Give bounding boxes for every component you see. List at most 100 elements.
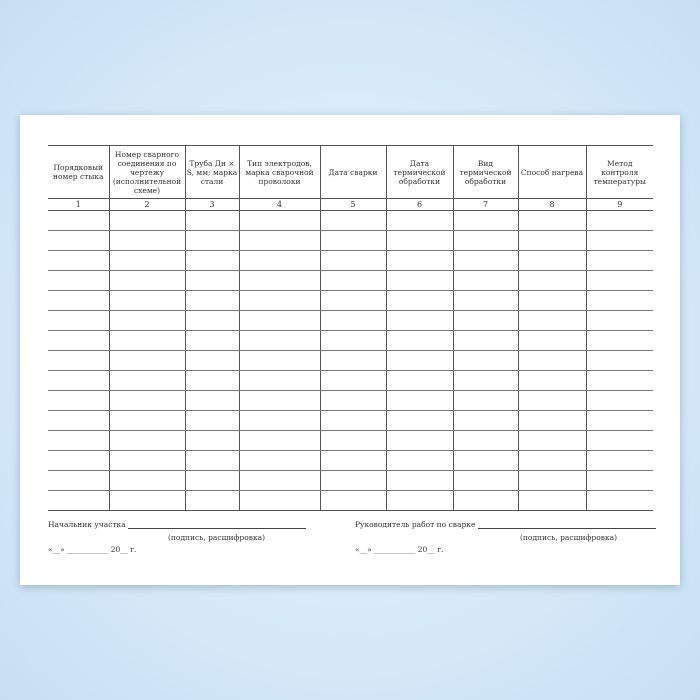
table-cell[interactable] (238, 310, 321, 331)
table-cell[interactable] (238, 210, 321, 231)
table-cell[interactable] (184, 290, 240, 311)
table-cell[interactable] (517, 270, 587, 291)
table-cell[interactable] (585, 410, 653, 431)
signature-line[interactable] (477, 528, 656, 529)
table-cell[interactable] (517, 490, 587, 511)
table-cell[interactable] (517, 430, 587, 451)
table-cell[interactable] (48, 330, 110, 351)
table-cell[interactable] (238, 410, 321, 431)
table-cell[interactable] (48, 390, 110, 411)
table-cell[interactable] (238, 450, 321, 471)
table-cell[interactable] (452, 210, 519, 231)
table-cell[interactable] (517, 210, 587, 231)
table-cell[interactable] (108, 490, 186, 511)
table-cell[interactable] (238, 250, 321, 271)
table-cell[interactable] (452, 490, 519, 511)
table-cell[interactable] (48, 470, 110, 491)
table-cell[interactable] (108, 410, 186, 431)
table-cell[interactable] (238, 370, 321, 391)
table-cell[interactable] (319, 310, 387, 331)
table-cell[interactable] (108, 390, 186, 411)
table-cell[interactable] (385, 230, 454, 251)
table-cell[interactable] (385, 490, 454, 511)
table-cell[interactable] (585, 310, 653, 331)
table-cell[interactable] (238, 290, 321, 311)
table-cell[interactable] (48, 350, 110, 371)
table-cell[interactable] (585, 430, 653, 451)
table-cell[interactable] (385, 350, 454, 371)
table-cell[interactable] (238, 390, 321, 411)
table-cell[interactable] (452, 430, 519, 451)
table-cell[interactable] (452, 370, 519, 391)
table-cell[interactable] (585, 390, 653, 411)
table-cell[interactable] (184, 450, 240, 471)
table-cell[interactable] (48, 370, 110, 391)
table-cell[interactable] (385, 250, 454, 271)
table-cell[interactable] (385, 310, 454, 331)
table-cell[interactable] (452, 450, 519, 471)
table-cell[interactable] (585, 470, 653, 491)
table-cell[interactable] (184, 330, 240, 351)
table-cell[interactable] (184, 470, 240, 491)
table-cell[interactable] (48, 310, 110, 331)
table-cell[interactable] (517, 290, 587, 311)
table-cell[interactable] (385, 210, 454, 231)
table-cell[interactable] (385, 390, 454, 411)
table-cell[interactable] (108, 210, 186, 231)
table-cell[interactable] (319, 270, 387, 291)
table-cell[interactable] (48, 450, 110, 471)
table-cell[interactable] (184, 490, 240, 511)
table-cell[interactable] (184, 410, 240, 431)
table-cell[interactable] (319, 230, 387, 251)
table-cell[interactable] (108, 430, 186, 451)
table-cell[interactable] (108, 470, 186, 491)
table-cell[interactable] (517, 310, 587, 331)
table-cell[interactable] (517, 250, 587, 271)
table-cell[interactable] (517, 330, 587, 351)
table-cell[interactable] (319, 210, 387, 231)
table-cell[interactable] (452, 390, 519, 411)
table-cell[interactable] (238, 270, 321, 291)
table-cell[interactable] (452, 330, 519, 351)
table-cell[interactable] (108, 310, 186, 331)
table-cell[interactable] (184, 310, 240, 331)
table-cell[interactable] (452, 470, 519, 491)
table-cell[interactable] (585, 250, 653, 271)
table-cell[interactable] (517, 450, 587, 471)
table-cell[interactable] (238, 350, 321, 371)
table-cell[interactable] (452, 250, 519, 271)
table-cell[interactable] (585, 270, 653, 291)
table-cell[interactable] (48, 410, 110, 431)
table-cell[interactable] (184, 370, 240, 391)
table-cell[interactable] (319, 250, 387, 271)
table-cell[interactable] (48, 290, 110, 311)
table-cell[interactable] (385, 430, 454, 451)
table-cell[interactable] (108, 230, 186, 251)
table-cell[interactable] (184, 390, 240, 411)
table-cell[interactable] (48, 210, 110, 231)
table-cell[interactable] (48, 490, 110, 511)
table-cell[interactable] (108, 450, 186, 471)
table-cell[interactable] (585, 330, 653, 351)
table-cell[interactable] (385, 450, 454, 471)
table-cell[interactable] (184, 430, 240, 451)
table-cell[interactable] (48, 250, 110, 271)
table-cell[interactable] (585, 230, 653, 251)
table-cell[interactable] (517, 350, 587, 371)
table-cell[interactable] (585, 210, 653, 231)
table-cell[interactable] (184, 350, 240, 371)
table-cell[interactable] (517, 390, 587, 411)
table-cell[interactable] (585, 290, 653, 311)
table-cell[interactable] (238, 430, 321, 451)
table-cell[interactable] (319, 370, 387, 391)
table-cell[interactable] (452, 310, 519, 331)
table-cell[interactable] (319, 410, 387, 431)
table-cell[interactable] (48, 270, 110, 291)
table-cell[interactable] (184, 250, 240, 271)
table-cell[interactable] (238, 470, 321, 491)
table-cell[interactable] (48, 430, 110, 451)
table-cell[interactable] (452, 290, 519, 311)
table-cell[interactable] (517, 370, 587, 391)
table-cell[interactable] (319, 430, 387, 451)
signature-line[interactable] (128, 528, 307, 529)
